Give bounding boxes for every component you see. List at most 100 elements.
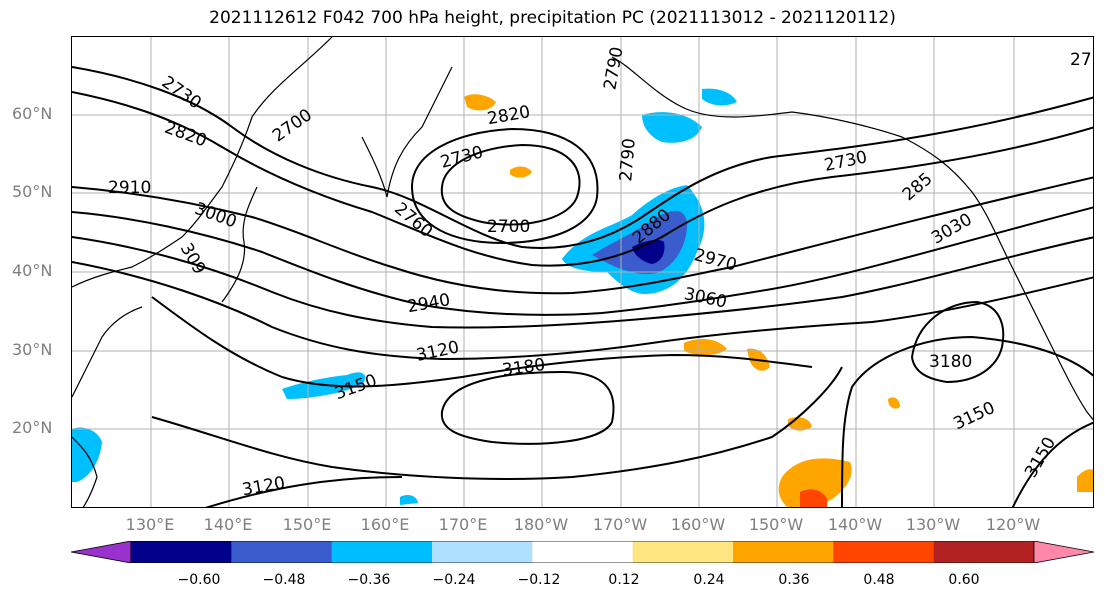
contour-3120 [151,296,813,388]
colorbar-tick: −0.36 [347,572,391,588]
lon-label-120w: 120°W [985,515,1041,534]
contour-label: 3120 [415,337,461,366]
coast-japan [221,186,258,303]
contour-label: 2940 [406,290,452,317]
colorbar-extension-high [1033,541,1094,563]
colorbar-segment [331,541,433,563]
contour-label: 3180 [501,355,547,381]
contour-label: 2700 [269,105,316,146]
contour-mid-1 [72,176,1093,295]
contour-label: 3060 [682,284,728,313]
contour-3120-bottom [205,476,403,507]
lon-label-160e: 160°E [360,515,410,534]
precip-blob-alaska [642,112,702,143]
lat-label-40n: 40°N [12,261,53,280]
contour-north-1 [72,66,1093,249]
map-title: 2021112612 F042 700 hPa height, precipit… [209,8,896,28]
lat-label-60n: 60°N [12,104,53,123]
contour-label: 2700 [487,217,530,237]
contour-label: 2820 [162,118,209,152]
colorbar-segment [231,541,333,563]
contour-3150-east [841,335,1093,507]
colorbar-segment [733,541,834,563]
lon-label-150e: 150°E [282,515,332,534]
colorbar-segment [933,541,1035,563]
contour-label: 3150 [1021,434,1060,481]
contour-3180-south [440,370,615,445]
colorbar-tick: 0.48 [863,572,895,588]
contour-north-2 [72,91,1093,267]
colorbar-tick: 0.12 [608,572,640,588]
contour-label: 3000 [192,199,239,233]
contour-2730-low [410,127,599,244]
colorbar-segments [71,541,1094,563]
precip-blob-central-pacific-core [632,239,665,264]
contour-3060 [72,261,1093,361]
lon-label-180w: 180°W [513,515,569,534]
contour-3150-south [151,366,843,480]
precip-blob-central-pacific-mid [592,210,688,275]
height-contours [72,66,1093,507]
lon-label-140w: 140°W [827,515,883,534]
contour-3180-east [910,300,1005,384]
lat-label-30n: 30°N [12,340,53,359]
contour-label: 3120 [241,473,287,500]
contour-label: 2730 [158,72,205,113]
precip-blob-tropical-east [778,458,852,507]
precip-blob-tropical-core [800,489,827,507]
contour-label: 2910 [108,178,151,198]
precip-negative-shading [72,88,737,505]
colorbar-tick: −0.48 [262,572,306,588]
map-panel: 2730 2700 2820 2820 2730 2790 2790 2910 … [71,36,1094,508]
lat-label-20n: 20°N [12,418,53,437]
precip-blob-bering [464,94,496,111]
lon-label-170e: 170°E [438,515,488,534]
precip-positive-shading [464,94,1093,507]
contour-label: 285 [899,169,937,205]
colorbar-segment [833,541,935,563]
precip-blob-far-east [1077,469,1093,492]
contour-2700-low [440,143,581,226]
colorbar-segment [432,541,533,563]
lon-label-160w: 160°W [670,515,726,534]
lon-label-150w: 150°W [748,515,804,534]
colorbar-tick: −0.24 [432,572,476,588]
colorbar-tick: −0.60 [177,572,221,588]
graticule [72,37,1093,507]
contour-2940 [72,236,1093,329]
lon-label-130w: 130°W [905,515,961,534]
contour-mid-2 [72,206,1093,316]
precip-blob-alaska-small [702,88,737,106]
precip-blob-small-b [888,397,900,409]
coast-korea-china [72,306,143,398]
map-canvas: 2730 2700 2820 2820 2730 2790 2790 2910 … [72,37,1093,507]
lon-label-140e: 140°E [203,515,253,534]
coast-alaska [611,56,1013,268]
colorbar-segment [131,541,232,563]
contour-label: 27 [1070,50,1092,70]
contour-3150-far-east [1011,421,1093,507]
colorbar-extension-low [71,541,132,563]
coast-north-america-west [1011,266,1093,421]
coast-asia-east [72,37,333,288]
colorbar-segment [532,541,634,563]
colorbar-tick: 0.36 [778,572,810,588]
contour-label: 2730 [823,147,869,176]
coast-philippines [72,436,98,507]
colorbar-tick: 0.24 [693,572,725,588]
coast-kamchatka [361,66,453,198]
precip-blob-small-south [400,495,418,505]
lon-label-170w: 170°W [592,515,648,534]
precip-blob-mid-east [684,339,727,356]
coastlines [72,37,1093,507]
colorbar-tick: 0.60 [948,572,980,588]
lon-label-130e: 130°E [125,515,175,534]
contour-label: 2730 [438,142,485,173]
contour-label: 2790 [600,45,627,91]
lat-label-50n: 50°N [12,182,53,201]
contour-label: 3180 [929,352,972,372]
colorbar [71,541,1094,563]
colorbar-segment [632,541,734,563]
contour-label: 2790 [616,137,640,182]
precip-blob-north-pacific-small [510,166,532,178]
